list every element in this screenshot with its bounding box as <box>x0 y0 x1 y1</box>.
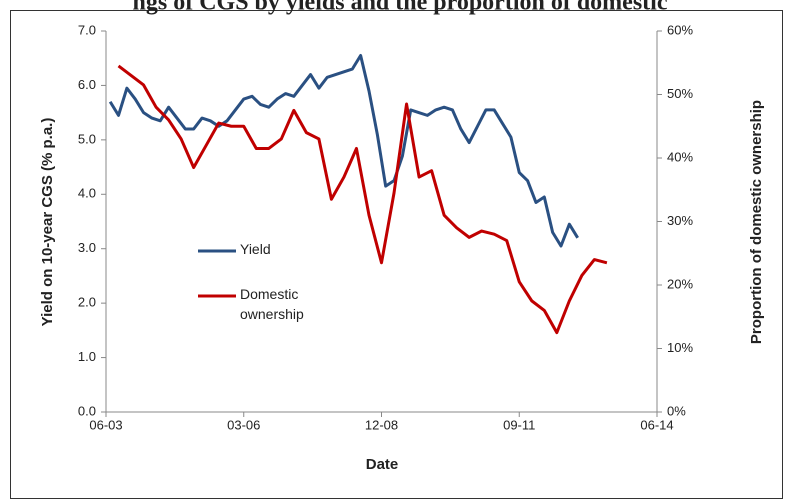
y2-tick-label: 20% <box>667 276 693 291</box>
y-tick-label: 3.0 <box>78 240 96 255</box>
series-line <box>108 53 579 248</box>
x-axis-label: Date <box>366 456 399 473</box>
legend-label: Yield <box>240 241 271 257</box>
y2-tick-label: 50% <box>667 86 693 101</box>
x-tick-label: 06-03 <box>89 417 122 432</box>
y-tick-label: 4.0 <box>78 186 96 201</box>
y-axis-label: Yield on 10-year CGS (% p.a.) <box>39 118 56 327</box>
chart-title: ngs of CGS by yields and the proportion … <box>133 0 668 16</box>
y2-tick-label: 0% <box>667 403 686 418</box>
y-tick-label: 6.0 <box>78 77 96 92</box>
y-tick-label: 5.0 <box>78 131 96 146</box>
x-tick-label: 03-06 <box>227 417 260 432</box>
y-tick-label: 7.0 <box>78 22 96 37</box>
y2-axis-label: Proportion of domestic ownership <box>748 100 765 344</box>
y-tick-label: 0.0 <box>78 403 96 418</box>
y2-tick-label: 30% <box>667 213 693 228</box>
legend-label: Domestic ownership <box>240 286 304 322</box>
y2-tick-label: 60% <box>667 22 693 37</box>
y2-tick-label: 10% <box>667 340 693 355</box>
x-tick-label: 09-11 <box>503 417 535 432</box>
y2-tick-label: 40% <box>667 149 693 164</box>
frame <box>10 10 783 499</box>
series-line <box>117 64 608 335</box>
y-tick-label: 2.0 <box>78 295 96 310</box>
x-tick-label: 12-08 <box>365 417 398 432</box>
y-tick-label: 1.0 <box>78 349 96 364</box>
x-tick-label: 06-14 <box>640 417 673 432</box>
